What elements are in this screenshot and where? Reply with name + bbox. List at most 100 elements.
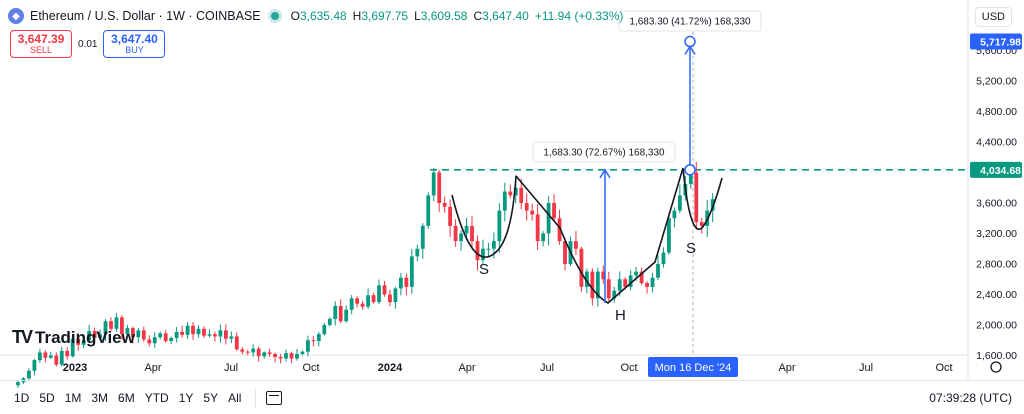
candle <box>491 241 496 249</box>
y-tick-label: 4,800.00 <box>976 106 1017 118</box>
candle <box>508 191 513 196</box>
sell-button[interactable]: 3,647.39 SELL <box>10 30 72 58</box>
candle <box>98 334 102 338</box>
candle <box>158 333 163 338</box>
candle <box>634 271 639 276</box>
candle <box>240 349 245 352</box>
x-tick-label: Oct <box>935 362 952 374</box>
candle <box>65 350 70 357</box>
measure-arrow-1-head <box>599 168 611 179</box>
y-tick-label: 5,200.00 <box>976 76 1017 88</box>
candle <box>574 241 578 249</box>
candle <box>366 295 370 307</box>
candle <box>645 283 649 287</box>
price-label: 4,034.68 <box>980 165 1021 177</box>
candle <box>595 271 600 299</box>
x-tick-label: 2024 <box>378 362 403 374</box>
candle <box>426 195 431 226</box>
candle <box>409 256 414 287</box>
candle <box>513 187 518 196</box>
candle <box>54 355 59 365</box>
range-5y[interactable]: 5Y <box>203 390 219 405</box>
candle <box>612 290 617 299</box>
candle <box>677 195 682 211</box>
measure-anchor <box>684 164 696 176</box>
y-tick-label: 2,000.00 <box>976 320 1017 332</box>
candle <box>262 352 267 357</box>
candle <box>207 334 212 336</box>
candle <box>70 338 75 357</box>
candle <box>415 248 420 257</box>
candle <box>234 336 239 350</box>
candle <box>694 172 699 223</box>
candle <box>656 264 660 278</box>
candle <box>404 277 409 287</box>
price-label-badge <box>970 161 1022 178</box>
range-1y[interactable]: 1Y <box>178 390 194 405</box>
range-1m[interactable]: 1M <box>64 390 82 405</box>
candle <box>163 333 168 342</box>
range-3m[interactable]: 3M <box>91 390 109 405</box>
candle <box>125 328 130 335</box>
candle <box>152 337 157 344</box>
candle <box>453 225 458 242</box>
candle <box>169 337 174 342</box>
x-tick-label: Jul <box>224 362 238 374</box>
candle <box>672 210 677 219</box>
candle <box>563 241 567 264</box>
candle <box>196 328 201 335</box>
candle <box>382 285 387 295</box>
candle <box>338 305 343 322</box>
range-all[interactable]: All <box>228 390 242 405</box>
range-1d[interactable]: 1D <box>14 390 30 405</box>
candle <box>300 351 305 354</box>
range-6m[interactable]: 6M <box>118 390 135 405</box>
clock[interactable]: 07:39:28 (UTC) <box>929 391 1012 405</box>
range-5d[interactable]: 5D <box>39 390 55 405</box>
candle <box>579 248 584 287</box>
trade-panel: 3,647.39 SELL 0.01 3,647.40 BUY <box>10 30 166 58</box>
candle <box>590 271 595 299</box>
chart-header: ◆ Ethereum / U.S. Dollar · 1W · COINBASE… <box>8 8 623 24</box>
candle <box>223 330 228 339</box>
candle <box>37 352 42 361</box>
price-label-badge <box>970 33 1022 50</box>
buy-button[interactable]: 3,647.40 BUY <box>103 30 166 58</box>
candle <box>311 340 316 342</box>
candle <box>601 271 606 280</box>
candle <box>284 353 288 359</box>
candle <box>174 331 179 338</box>
candle <box>399 277 403 289</box>
candle <box>130 328 135 338</box>
candle <box>344 309 349 322</box>
candles <box>16 162 715 388</box>
candle <box>524 203 529 211</box>
candle <box>475 241 480 261</box>
candle <box>546 203 551 234</box>
candle <box>191 325 195 335</box>
y-tick-label: 3,200.00 <box>976 228 1017 240</box>
axis-settings-icon <box>990 361 1002 373</box>
currency-selector[interactable]: USD <box>974 7 1012 27</box>
pattern-label-right-shoulder: S <box>686 240 696 257</box>
price-label: 5,717.98 <box>980 37 1021 49</box>
y-tick-label: 1,600.00 <box>976 350 1017 362</box>
candle <box>81 340 86 345</box>
ohlc-values: O3,635.48 H3,697.75 L3,609.58 C3,647.40 … <box>290 9 624 23</box>
candle <box>442 203 447 207</box>
candle <box>431 172 436 196</box>
candle <box>120 317 124 335</box>
candle <box>306 340 310 352</box>
measure-label-2-box <box>618 10 762 32</box>
candle <box>180 331 184 335</box>
range-ytd[interactable]: YTD <box>144 390 169 405</box>
candle <box>136 330 141 338</box>
symbol-title[interactable]: Ethereum / U.S. Dollar · 1W · COINBASE <box>30 9 261 23</box>
candle <box>371 295 376 303</box>
candle <box>103 321 108 335</box>
calendar-icon[interactable] <box>266 390 283 405</box>
candle <box>377 285 381 303</box>
candle <box>327 318 332 325</box>
candle <box>87 331 92 341</box>
